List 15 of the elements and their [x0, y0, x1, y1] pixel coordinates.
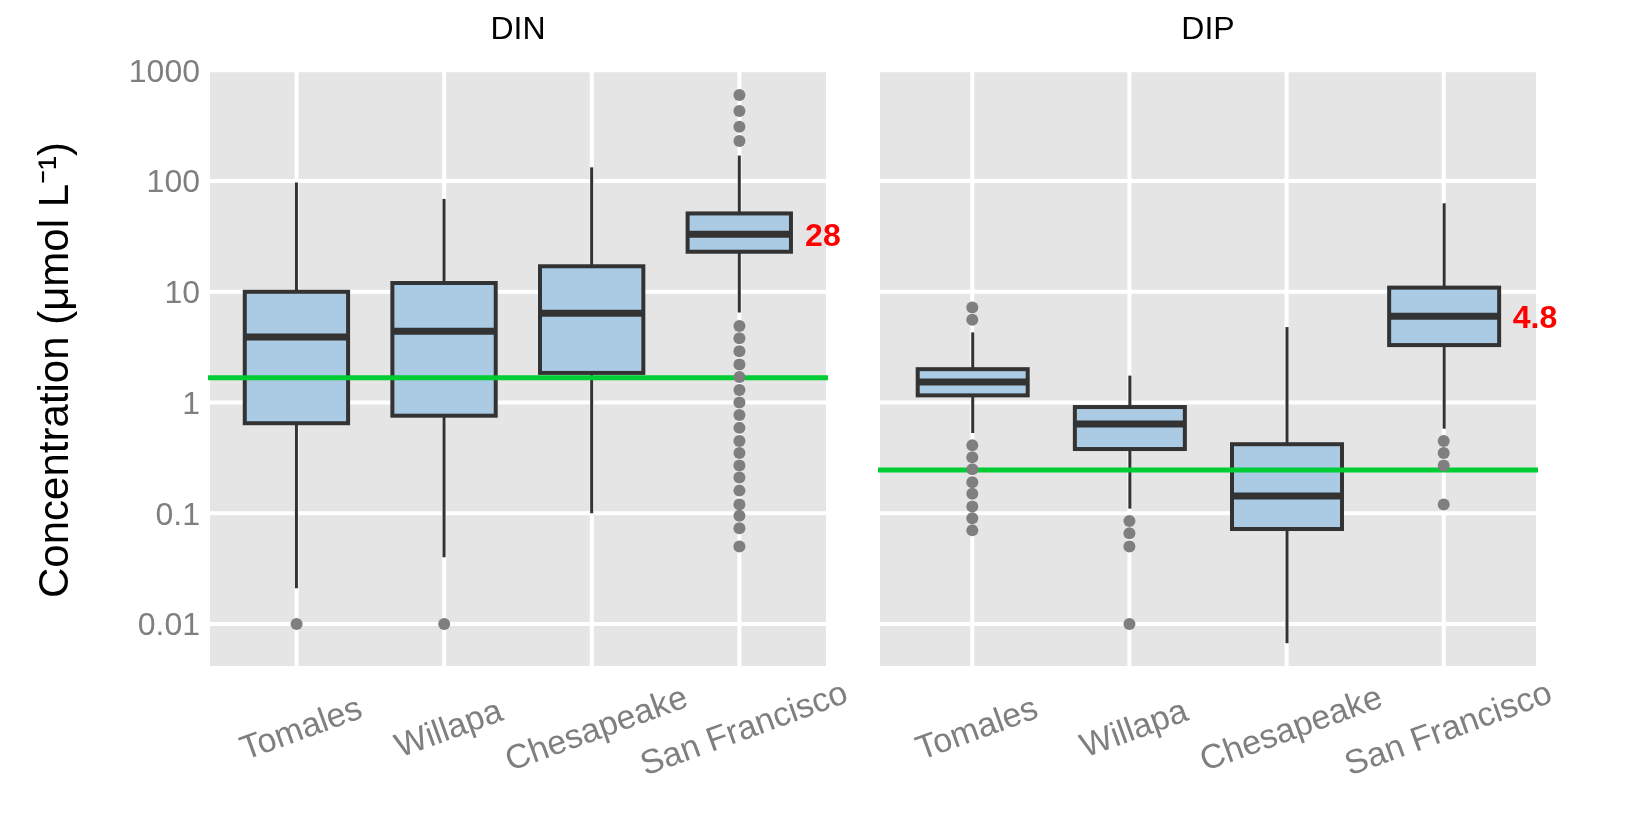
x-tick-label: Willapa [1074, 690, 1193, 765]
y-tick-label: 1000 [128, 52, 200, 89]
y-tick-label: 0.1 [155, 495, 200, 532]
annotation: 4.8 [1512, 298, 1558, 335]
y-tick-label: 10 [164, 274, 200, 311]
x-tick-label: Tomales [910, 687, 1043, 767]
y-axis-title: Concentration (μmol L⁻¹) [29, 141, 77, 598]
y-tick-label: 1 [182, 384, 200, 421]
chart-title: DIP [1180, 9, 1236, 48]
y-tick-label: 100 [146, 163, 200, 200]
x-tick-label: Willapa [389, 690, 508, 765]
chart-title: DIN [489, 9, 547, 48]
annotation: 28 [805, 216, 841, 253]
y-tick-label: 0.01 [137, 606, 200, 643]
x-tick-label: Tomales [234, 687, 367, 767]
